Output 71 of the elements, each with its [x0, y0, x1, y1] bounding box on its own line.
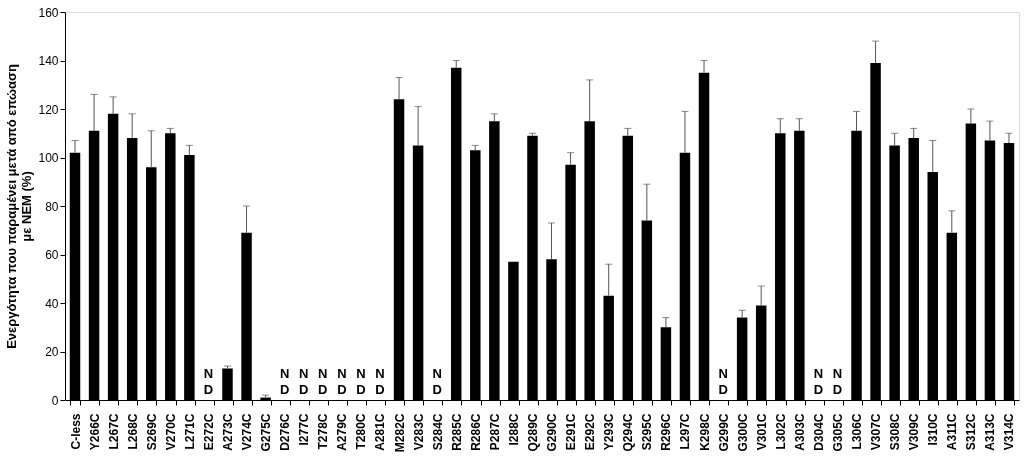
x-tick-label: G275C: [259, 413, 274, 452]
x-tick-label: G305C: [830, 413, 845, 452]
x-tick-label: Q294C: [621, 413, 636, 452]
x-tick-label: L302C: [773, 413, 788, 450]
x-tick-label: K298C: [697, 413, 712, 451]
text: ND: [279, 366, 290, 397]
x-tick-label: G299C: [716, 413, 731, 452]
y-tick-label: 80: [45, 199, 59, 214]
y-tick-label: 0: [51, 393, 59, 408]
text: ND: [318, 366, 328, 397]
x-tick-label: L268C: [125, 413, 140, 450]
text: ND: [337, 366, 347, 397]
x-tick-label: L271C: [182, 413, 197, 450]
text: ND: [356, 366, 366, 397]
x-tick-label: E272C: [201, 413, 216, 451]
x-tick-label: D304C: [811, 413, 826, 451]
x-tick-label: V309C: [907, 413, 922, 451]
x-tick-label: Y266C: [87, 413, 102, 451]
y-tick-label: 120: [38, 102, 59, 117]
text: ND: [203, 366, 214, 397]
text: ND: [299, 366, 309, 397]
text: ND: [718, 366, 728, 397]
x-tick-label: L306C: [850, 413, 865, 450]
x-tick-label: A281C: [373, 413, 388, 451]
x-tick-label: E291C: [564, 413, 579, 451]
x-tick-label: L267C: [106, 413, 121, 450]
x-tick-label: I310C: [926, 413, 941, 446]
x-tick-label: G290C: [545, 413, 560, 452]
y-tick-label: 20: [45, 345, 59, 359]
x-tick-label: A273C: [220, 413, 235, 451]
x-tick-label: S284C: [430, 413, 445, 451]
x-tick-label: G300C: [735, 413, 750, 452]
x-tick-label: I277C: [297, 413, 312, 446]
y-tick-label: 160: [38, 5, 59, 20]
x-tick-label: L297C: [678, 413, 693, 450]
x-tick-label: T280C: [354, 413, 369, 450]
x-tick-label: V314C: [1002, 413, 1017, 451]
x-tick-label: C-less: [68, 413, 83, 450]
x-tick-label: S269C: [144, 413, 159, 451]
x-tick-label: S308C: [888, 413, 903, 451]
x-tick-label: I288C: [506, 413, 521, 446]
y-tick-label: 140: [38, 54, 59, 68]
x-tick-label: S295C: [640, 413, 655, 451]
x-tick-label: A303C: [792, 413, 807, 451]
text: ND: [832, 366, 843, 397]
x-tick-label: T278C: [316, 413, 331, 450]
x-tick-label: Y293C: [602, 413, 617, 451]
x-tick-label: M282C: [392, 413, 407, 453]
x-tick-label: A313C: [983, 413, 998, 451]
x-tick-label: A279C: [335, 413, 350, 451]
x-tick-label: V283C: [411, 413, 426, 451]
x-tick-label: V270C: [163, 413, 178, 451]
x-tick-label: Q289C: [525, 413, 540, 452]
x-tick-label: S312C: [964, 413, 979, 451]
y-axis-title: Ενεργότητα που παραμένει μετά από επώαση με NEM (%): [4, 64, 35, 349]
text: ND: [813, 366, 824, 397]
x-tick-label: A311C: [945, 413, 960, 451]
text: ND: [432, 366, 442, 397]
x-tick-label: R285C: [449, 413, 464, 451]
x-tick-label: V301C: [754, 413, 769, 451]
x-tick-label: P287C: [487, 413, 502, 451]
y-tick-label: 40: [45, 296, 59, 311]
x-tick-label: E292C: [583, 413, 598, 451]
x-tick-label: V274C: [240, 413, 255, 451]
x-tick-label: R286C: [468, 413, 483, 451]
x-tick-label: R296C: [659, 413, 674, 451]
text: ND: [375, 366, 385, 397]
y-tick-label: 60: [45, 248, 59, 262]
x-tick-label: D276C: [278, 413, 293, 451]
y-tick-label: 100: [38, 151, 59, 165]
x-tick-label: V307C: [869, 413, 884, 451]
